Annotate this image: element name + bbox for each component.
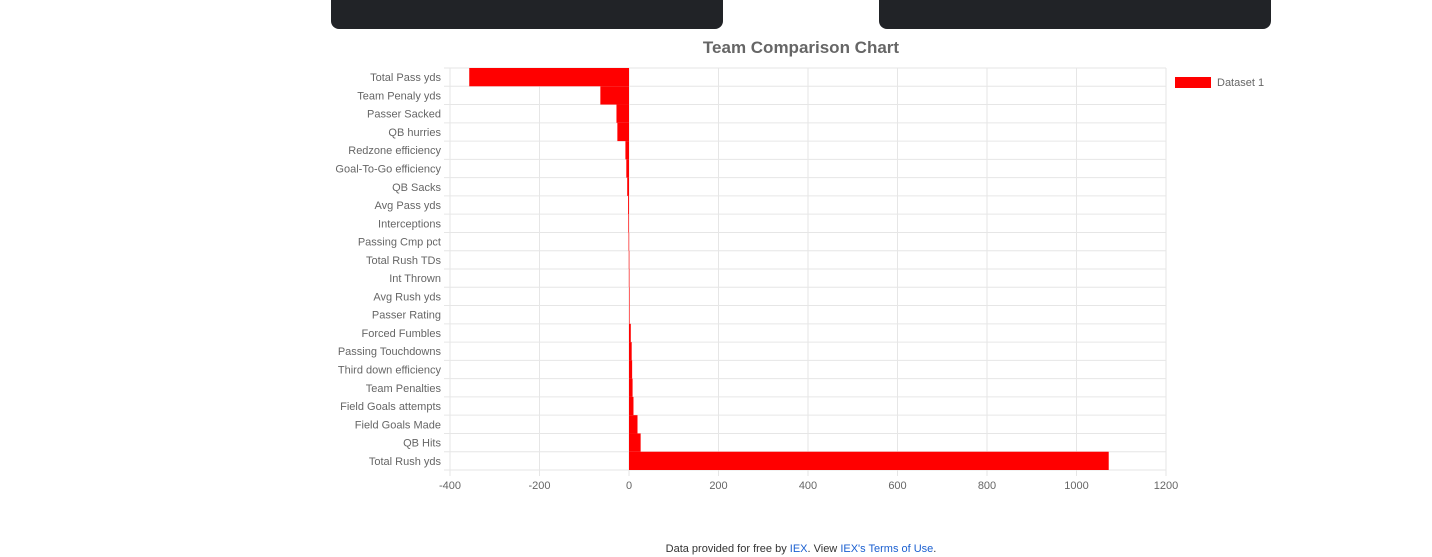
bar-int-thrown [628, 269, 630, 288]
y-tick-label: Passer Sacked [367, 109, 441, 121]
bar-total-rush-tds [628, 250, 630, 269]
bar-redzone-efficiency [625, 141, 629, 160]
iex-link[interactable]: IEX [789, 543, 808, 555]
bar-avg-rush-yds [629, 287, 630, 306]
bar-qb-hurries [617, 122, 629, 142]
footer-prefix: Data provided for free by [665, 543, 790, 555]
bar-forced-fumbles [629, 323, 631, 343]
x-tick-label: 200 [709, 480, 727, 492]
y-tick-label: Passing Touchdowns [338, 346, 442, 358]
bar-passing-cmp-pct [628, 232, 630, 251]
bar-qb-sacks [627, 177, 629, 196]
footer-middle: . View [807, 543, 841, 555]
bar-field-goals-attempts [629, 396, 634, 416]
bar-field-goals-made [629, 415, 638, 434]
y-tick-label: Field Goals Made [355, 419, 441, 431]
y-tick-label: Total Rush TDs [366, 255, 441, 267]
y-tick-label: Goal-To-Go efficiency [335, 164, 441, 176]
y-tick-label: Team Penalties [366, 383, 442, 395]
chart-title: Team Comparison Chart [702, 38, 900, 57]
x-tick-label: 800 [978, 480, 996, 492]
bar-passing-touchdowns [629, 342, 632, 361]
bar-qb-hits [629, 433, 641, 452]
y-tick-label: Interceptions [378, 218, 441, 230]
bar-interceptions [628, 214, 629, 233]
y-tick-label: QB Hits [403, 438, 441, 450]
top-panel-left [331, 0, 723, 29]
y-tick-label: Redzone efficiency [348, 145, 441, 157]
x-tick-label: 400 [799, 480, 817, 492]
y-tick-label: Total Rush yds [369, 456, 442, 468]
bar-third-down-efficiency [629, 360, 633, 379]
y-tick-label: Passer Rating [372, 310, 441, 322]
x-tick-label: 0 [626, 480, 632, 492]
y-tick-label: Avg Rush yds [373, 291, 441, 303]
y-tick-label: Forced Fumbles [362, 328, 442, 340]
top-panel-right [879, 0, 1271, 29]
bar-team-penalties [629, 378, 633, 397]
y-tick-label: Int Thrown [389, 273, 441, 285]
x-tick-label: -400 [439, 480, 461, 492]
x-tick-label: 1200 [1154, 480, 1178, 492]
y-tick-label: Total Pass yds [370, 72, 441, 84]
y-tick-label: Avg Pass yds [375, 200, 442, 212]
bar-passer-rating [629, 305, 630, 324]
legend-label: Dataset 1 [1217, 77, 1264, 89]
legend-swatch [1175, 77, 1211, 88]
y-tick-label: Team Penaly yds [357, 90, 441, 102]
iex-terms-link[interactable]: IEX's Terms of Use [840, 543, 934, 555]
y-tick-label: Passing Cmp pct [358, 237, 441, 249]
x-tick-label: 600 [888, 480, 906, 492]
footer-suffix: . [933, 543, 937, 555]
bar-passer-sacked [616, 104, 629, 123]
y-tick-label: Third down efficiency [338, 365, 442, 377]
bar-total-pass-yds [469, 68, 629, 87]
bar-total-rush-yds [629, 451, 1109, 470]
bar-avg-pass-yds [628, 195, 629, 215]
y-tick-label: Field Goals attempts [340, 401, 441, 413]
y-tick-label: QB Sacks [392, 182, 441, 194]
bar-goal-to-go-efficiency [626, 159, 629, 178]
bar-team-penaly-yds [600, 86, 629, 105]
x-tick-label: -200 [528, 480, 550, 492]
y-tick-label: QB hurries [388, 127, 441, 139]
footer-attribution: Data provided for free by IEX. View IEX'… [0, 543, 1432, 555]
x-tick-label: 1000 [1064, 480, 1088, 492]
